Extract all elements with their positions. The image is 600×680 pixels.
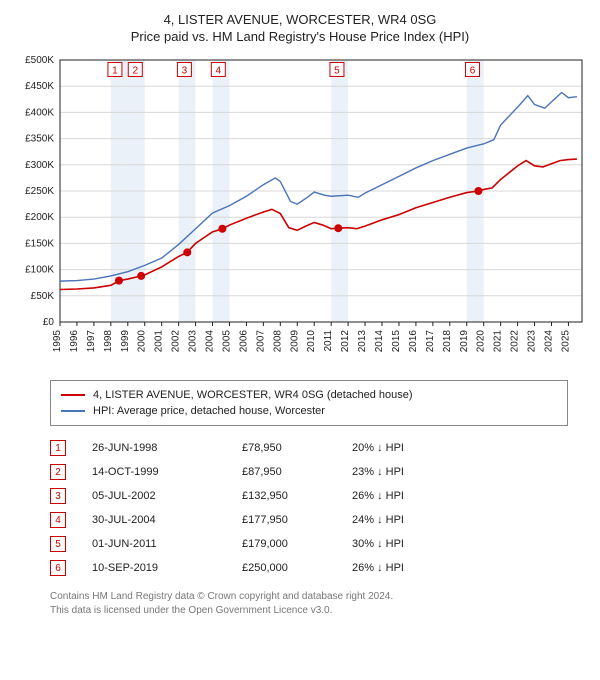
table-row: 3 05-JUL-2002£132,95026% ↓ HPI [50,484,568,508]
svg-text:2: 2 [132,65,138,76]
svg-text:2007: 2007 [255,330,266,353]
svg-text:2003: 2003 [188,330,199,353]
svg-text:1999: 1999 [120,330,131,353]
row-date: 26-JUN-1998 [92,442,242,454]
table-row: 2 14-OCT-1999£87,95023% ↓ HPI [50,460,568,484]
row-pct: 26% ↓ HPI [352,562,442,574]
table-row: 1 26-JUN-1998£78,95020% ↓ HPI [50,436,568,460]
svg-text:£0: £0 [43,317,55,328]
svg-text:2011: 2011 [323,330,334,352]
svg-text:2000: 2000 [137,330,148,353]
svg-text:1996: 1996 [69,330,80,353]
svg-text:1998: 1998 [103,330,114,353]
row-pct: 26% ↓ HPI [352,490,442,502]
svg-text:2022: 2022 [510,330,521,353]
legend-swatch [61,410,85,412]
svg-text:2008: 2008 [272,330,283,353]
svg-text:2020: 2020 [476,330,487,353]
row-price: £87,950 [242,466,352,478]
svg-text:2021: 2021 [493,330,504,353]
svg-text:£100K: £100K [25,265,54,276]
svg-text:2013: 2013 [357,330,368,353]
table-row: 5 01-JUN-2011£179,00030% ↓ HPI [50,532,568,556]
svg-text:£450K: £450K [25,81,54,92]
row-number-box: 4 [50,512,66,528]
row-price: £177,950 [242,514,352,526]
row-number-box: 2 [50,464,66,480]
data-table: 1 26-JUN-1998£78,95020% ↓ HPI 2 14-OCT-1999… [50,436,568,580]
legend-swatch [61,394,85,396]
row-number-box: 3 [50,488,66,504]
svg-text:6: 6 [470,65,476,76]
legend-row: HPI: Average price, detached house, Worc… [61,403,557,419]
svg-text:£250K: £250K [25,186,54,197]
page-title: 4, LISTER AVENUE, WORCESTER, WR4 0SG [12,12,588,27]
svg-text:2010: 2010 [306,330,317,353]
row-price: £78,950 [242,442,352,454]
svg-text:4: 4 [216,65,222,76]
chart: £0 £50K £100K £150K £200K £250K £300K £350K £400… [12,56,588,366]
svg-text:£350K: £350K [25,134,54,145]
row-pct: 20% ↓ HPI [352,442,442,454]
table-row: 4 30-JUL-2004£177,95024% ↓ HPI [50,508,568,532]
svg-text:2015: 2015 [391,330,402,353]
row-pct: 24% ↓ HPI [352,514,442,526]
legend-label: 4, LISTER AVENUE, WORCESTER, WR4 0SG (de… [93,389,413,401]
svg-text:1: 1 [112,65,118,76]
svg-text:£150K: £150K [25,238,54,249]
svg-text:2024: 2024 [543,330,554,353]
legend: 4, LISTER AVENUE, WORCESTER, WR4 0SG (de… [50,380,568,426]
row-date: 01-JUN-2011 [92,538,242,550]
svg-text:2019: 2019 [459,330,470,353]
row-date: 14-OCT-1999 [92,466,242,478]
legend-label: HPI: Average price, detached house, Worc… [93,405,325,417]
svg-text:£400K: £400K [25,107,54,118]
footer-line: This data is licensed under the Open Gov… [50,604,568,618]
row-date: 30-JUL-2004 [92,514,242,526]
svg-text:1995: 1995 [52,330,63,353]
row-date: 10-SEP-2019 [92,562,242,574]
footer: Contains HM Land Registry data © Crown c… [50,590,568,617]
row-number-box: 6 [50,560,66,576]
svg-text:£500K: £500K [25,56,54,66]
svg-text:2023: 2023 [527,330,538,353]
row-price: £179,000 [242,538,352,550]
footer-line: Contains HM Land Registry data © Crown c… [50,590,568,604]
row-pct: 30% ↓ HPI [352,538,442,550]
svg-text:2012: 2012 [340,330,351,353]
svg-text:2002: 2002 [171,330,182,353]
row-number-box: 5 [50,536,66,552]
svg-text:£50K: £50K [31,291,55,302]
svg-text:2014: 2014 [374,330,385,353]
row-price: £132,950 [242,490,352,502]
row-price: £250,000 [242,562,352,574]
svg-text:1997: 1997 [86,330,97,353]
svg-text:£300K: £300K [25,160,54,171]
row-number-box: 1 [50,440,66,456]
svg-text:5: 5 [334,65,340,76]
svg-text:2009: 2009 [289,330,300,353]
svg-text:£200K: £200K [25,212,54,223]
svg-text:2025: 2025 [560,330,571,353]
svg-text:3: 3 [182,65,188,76]
svg-text:2001: 2001 [154,330,165,353]
table-row: 6 10-SEP-2019£250,00026% ↓ HPI [50,556,568,580]
page-subtitle: Price paid vs. HM Land Registry's House … [12,29,588,44]
svg-text:2017: 2017 [425,330,436,353]
svg-text:2005: 2005 [221,330,232,353]
svg-text:2004: 2004 [205,330,216,353]
row-date: 05-JUL-2002 [92,490,242,502]
svg-text:2006: 2006 [238,330,249,353]
svg-text:2018: 2018 [442,330,453,353]
legend-row: 4, LISTER AVENUE, WORCESTER, WR4 0SG (de… [61,387,557,403]
chart-svg: £0 £50K £100K £150K £200K £250K £300K £350K £400… [12,56,588,366]
svg-text:2016: 2016 [408,330,419,353]
row-pct: 23% ↓ HPI [352,466,442,478]
